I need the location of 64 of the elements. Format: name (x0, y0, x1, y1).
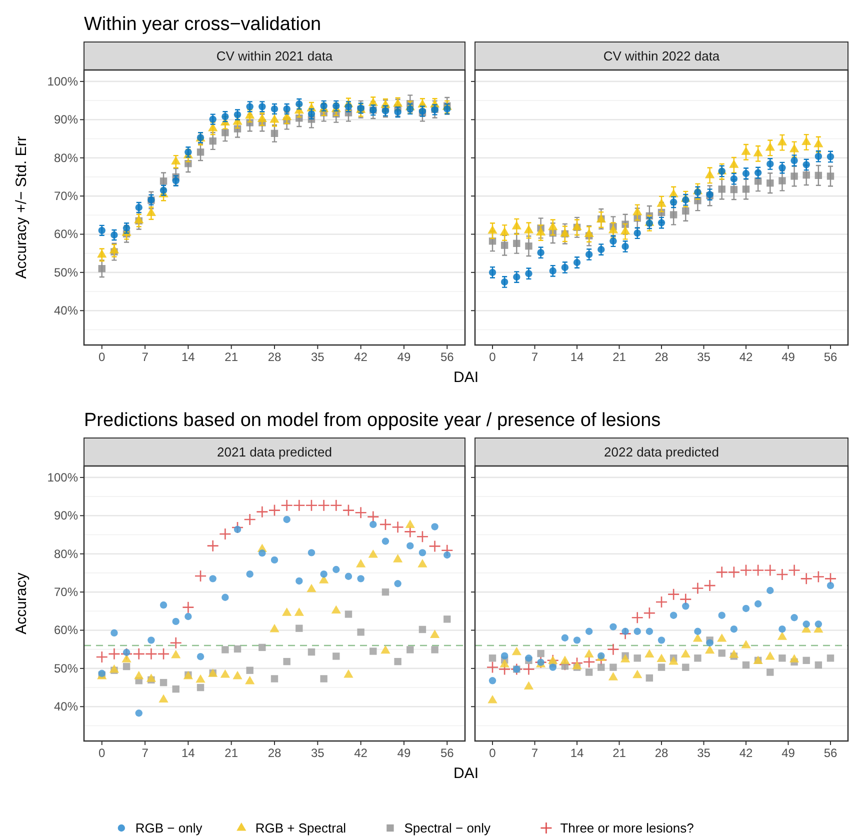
y-tick-label: 90% (54, 112, 78, 127)
x-tick-label: 14 (570, 350, 584, 364)
y-tick-label: 50% (54, 661, 78, 676)
y-tick-label: 100% (47, 74, 78, 88)
chart-title: Predictions based on model from opposite year / presence of lesions (84, 410, 661, 431)
y-tick-label: 100% (47, 470, 78, 484)
y-tick-label: 70% (54, 585, 78, 600)
y-tick-label: 40% (54, 700, 78, 714)
x-tick-label: 42 (354, 350, 368, 364)
y-tick-label: 40% (54, 304, 78, 318)
x-tick-label: 49 (782, 746, 796, 760)
x-tick-label: 21 (224, 746, 238, 760)
x-tick-label: 56 (824, 350, 838, 364)
x-tick-label: 7 (142, 350, 149, 364)
x-tick-label: 35 (697, 746, 711, 760)
x-tick-label: 42 (739, 350, 753, 364)
x-tick-label: 56 (440, 746, 454, 760)
x-tick-label: 14 (570, 746, 584, 760)
x-tick-label: 0 (98, 746, 106, 760)
y-tick-label: 70% (54, 189, 78, 204)
y-tick-label: 80% (54, 150, 78, 165)
y-axis-title: Accuracy +/− Std. Err (13, 136, 30, 279)
y-tick-label: 60% (54, 623, 78, 638)
chart-subtitle: 2022 data predicted (604, 444, 719, 460)
x-tick-label: 49 (397, 350, 411, 364)
y-tick-label: 90% (54, 508, 78, 523)
chart-title: Within year cross−validation (84, 14, 322, 35)
x-tick-label: 56 (824, 746, 838, 760)
x-tick-label: 21 (224, 350, 238, 364)
x-tick-label: 7 (531, 350, 538, 364)
x-tick-label: 0 (489, 350, 496, 364)
x-tick-label: 42 (739, 746, 753, 760)
legend-label: RGB + Spectral (255, 820, 346, 836)
x-tick-label: 14 (182, 350, 196, 364)
legend-label: Three or more lesions? (560, 820, 694, 836)
legend-label: Spectral − only (404, 820, 492, 836)
x-tick-label: 28 (654, 746, 668, 760)
x-tick-label: 28 (268, 746, 282, 760)
x-tick-label: 28 (654, 350, 668, 364)
y-tick-label: 80% (54, 546, 78, 561)
x-tick-label: 42 (354, 746, 368, 760)
x-tick-label: 7 (142, 746, 149, 760)
chart-subtitle: CV within 2021 data (216, 48, 334, 64)
x-axis-title: DAI (453, 765, 479, 782)
x-tick-label: 56 (440, 350, 454, 364)
x-tick-label: 0 (489, 746, 496, 760)
x-tick-label: 49 (397, 746, 411, 760)
y-tick-label: 50% (54, 265, 78, 280)
legend-label: RGB − only (135, 820, 203, 836)
x-tick-label: 35 (310, 350, 325, 364)
chart-subtitle: 2021 data predicted (217, 444, 332, 460)
x-tick-label: 7 (531, 746, 538, 760)
y-tick-label: 60% (54, 227, 78, 242)
x-tick-label: 21 (612, 350, 626, 364)
x-tick-label: 35 (697, 350, 711, 364)
y-axis-title: Accuracy (13, 572, 30, 634)
x-tick-label: 49 (782, 350, 796, 364)
x-axis-title: DAI (453, 369, 479, 386)
x-tick-label: 35 (310, 746, 325, 760)
x-tick-label: 14 (182, 746, 196, 760)
x-tick-label: 28 (268, 350, 282, 364)
x-tick-label: 0 (98, 350, 106, 364)
chart-subtitle: CV within 2022 data (603, 48, 720, 64)
x-tick-label: 21 (612, 746, 626, 760)
